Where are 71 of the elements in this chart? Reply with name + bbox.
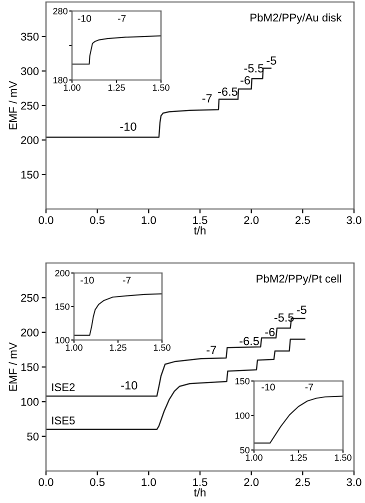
x-tick-label: 0.0 <box>38 216 54 224</box>
y-tick-label: 200 <box>21 136 39 144</box>
y-tick-label: 50 <box>27 432 39 440</box>
line-series <box>74 293 162 336</box>
annotation: -7 <box>206 346 216 354</box>
y-tick-label: 100 <box>55 336 70 344</box>
y-tick-label: 50 <box>240 446 250 454</box>
y-tick-label: 200 <box>55 270 70 276</box>
y-tick-label: 150 <box>235 378 250 384</box>
line-series <box>72 35 161 65</box>
x-tick-label: 1.0 <box>142 216 156 224</box>
y-tick-label: 250 <box>21 102 39 110</box>
line-series <box>254 396 343 444</box>
annotation: -6 <box>240 76 250 84</box>
x-tick-label: 1.5 <box>193 216 208 224</box>
y-axis-title: EMF / mV <box>8 80 17 130</box>
y-tick-label: 150 <box>21 170 39 179</box>
x-tick-label: 1.50 <box>334 454 352 461</box>
y-tick-label: 300 <box>20 67 39 76</box>
annotation: -7 <box>118 15 126 22</box>
y-axis-title: EMF / mV <box>8 342 17 391</box>
annotation: -10 <box>120 122 136 131</box>
y-tick-label: 180 <box>53 76 68 84</box>
annotation: -5.5 <box>274 313 294 322</box>
x-tick-label: 1.5 <box>193 478 208 486</box>
x-tick-label: 1.00 <box>66 344 82 351</box>
x-tick-label: 1.00 <box>64 84 80 91</box>
y-tick-label: 350 <box>20 32 39 41</box>
x-tick-label: 2.0 <box>244 216 259 224</box>
annotation: -6.5 <box>240 336 259 346</box>
x-tick-label: 2.5 <box>296 478 310 486</box>
y-tick-label: 100 <box>21 398 39 406</box>
series-label: ISE5 <box>52 416 75 424</box>
y-tick-label: 150 <box>55 303 70 310</box>
annotation: -10 <box>78 15 92 22</box>
y-tick-label: 150 <box>21 363 39 372</box>
line-series <box>46 338 306 430</box>
annotation: PbM2/PPy/Au disk <box>250 13 342 24</box>
annotation: -7 <box>305 384 314 390</box>
x-tick-label: 3.0 <box>346 216 362 224</box>
annotation: -7 <box>122 276 131 284</box>
x-tick-label: 0.0 <box>38 478 54 486</box>
series-label: ISE2 <box>52 383 75 392</box>
x-tick-label: 2.5 <box>296 216 310 224</box>
x-tick-label: 0.5 <box>90 478 105 486</box>
y-tick-label: 200 <box>21 328 39 336</box>
annotation: -5 <box>266 56 276 65</box>
y-tick-label: 250 <box>21 294 39 302</box>
x-tick-label: 1.25 <box>290 454 307 461</box>
annotation: -5 <box>296 306 306 314</box>
y-tick-label: 100 <box>235 412 250 419</box>
x-tick-label: 3.0 <box>346 478 362 486</box>
x-tick-label: 1.50 <box>154 344 170 351</box>
annotation: -7 <box>202 94 212 102</box>
annotation: -6 <box>265 328 275 336</box>
annotation: -10 <box>121 381 138 390</box>
x-tick-label: 0.5 <box>90 216 105 224</box>
annotation: -10 <box>80 276 94 284</box>
annotation: -10 <box>262 384 275 391</box>
annotation: PbM2/PPy/Pt cell <box>256 274 341 285</box>
x-tick-label: 1.50 <box>152 84 170 91</box>
x-tick-label: 1.00 <box>246 454 262 461</box>
x-tick-label: 2.0 <box>244 478 259 486</box>
annotation: -5.5 <box>244 64 264 72</box>
x-axis-title: t/h <box>194 488 206 496</box>
x-axis-title: t/h <box>194 226 206 234</box>
x-tick-label: 1.0 <box>142 478 156 486</box>
x-tick-label: 1.25 <box>110 344 126 351</box>
x-tick-label: 1.25 <box>108 84 125 91</box>
y-tick-label: 280 <box>53 8 68 14</box>
annotation: -6.5 <box>218 87 238 96</box>
